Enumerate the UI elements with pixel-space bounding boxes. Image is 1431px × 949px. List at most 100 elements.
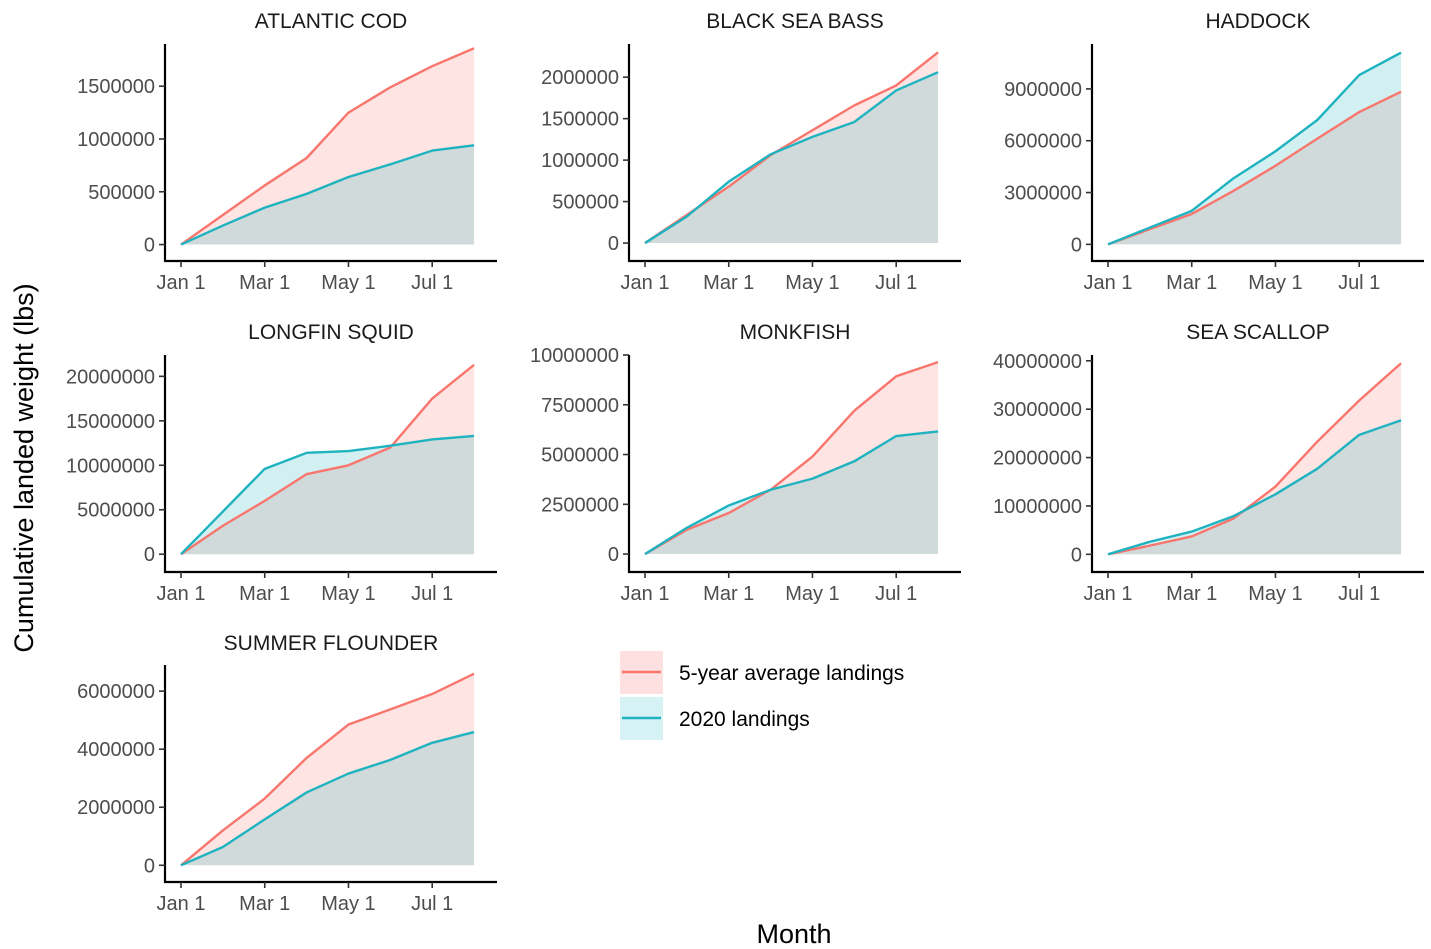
line-5yr-avg	[180, 47, 475, 246]
x-tick-label: Jul 1	[1338, 272, 1380, 294]
x-tick-label: May 1	[321, 583, 375, 605]
y-tick-label: 2000000	[541, 67, 619, 89]
y-tick-label: 10000000	[530, 345, 619, 367]
y-tick-label: 0	[144, 544, 155, 566]
panel-title: SEA SCALLOP	[1186, 321, 1330, 344]
y-tick-label: 30000000	[993, 399, 1082, 421]
y-tick-label: 2500000	[541, 494, 619, 516]
y-tick-label: 1500000	[541, 109, 619, 131]
x-tick-label: Jul 1	[875, 272, 917, 294]
x-tick-label: Mar 1	[1166, 272, 1217, 294]
x-tick-label: Jul 1	[411, 583, 453, 605]
area-5yr-avg	[1108, 363, 1402, 555]
x-tick-label: Jul 1	[875, 583, 917, 605]
x-tick-label: Mar 1	[239, 583, 290, 605]
x-tick-label: Jul 1	[411, 272, 453, 294]
x-tick-label: May 1	[1248, 272, 1302, 294]
line-5yr-avg	[180, 363, 475, 556]
y-tick-label: 0	[144, 235, 155, 257]
y-tick-label: 10000000	[66, 455, 155, 477]
area-5yr-avg	[1108, 91, 1402, 245]
line-2020	[1107, 419, 1402, 556]
panel-sea-scallop: SEA SCALLOP 0 10000000 20000000 30000000 4000…	[993, 321, 1424, 605]
y-tick-label: 7500000	[541, 395, 619, 417]
x-axis-title: Month	[756, 919, 831, 949]
line-2020	[1107, 51, 1402, 246]
x-tick-label: Jan 1	[1084, 272, 1133, 294]
panel-monkfish: MONKFISH 0 2500000 5000000 7500000 10000000 Ja…	[530, 321, 961, 605]
area-2020	[181, 435, 475, 555]
x-tick-label: May 1	[785, 272, 839, 294]
line-2020	[644, 71, 939, 245]
x-tick-label: Mar 1	[703, 272, 754, 294]
panel-black-sea-bass: BLACK SEA BASS 0 500000 1000000 1500000 20000…	[541, 10, 961, 294]
y-tick-label: 5000000	[77, 500, 155, 522]
y-tick-label: 6000000	[77, 681, 155, 703]
panel-title: MONKFISH	[740, 321, 851, 344]
y-tick-label: 0	[1071, 234, 1082, 256]
line-2020	[180, 144, 475, 246]
y-tick-label: 5000000	[541, 445, 619, 467]
area-5yr-avg	[645, 362, 939, 555]
area-5yr-avg	[181, 673, 475, 866]
y-tick-label: 20000000	[993, 448, 1082, 470]
x-tick-label: May 1	[321, 893, 375, 915]
area-2020	[1108, 420, 1402, 555]
area-2020	[645, 72, 939, 244]
x-tick-label: Mar 1	[1166, 583, 1217, 605]
y-tick-label: 0	[1071, 544, 1082, 566]
area-2020	[181, 145, 475, 245]
line-5yr-avg	[1107, 362, 1402, 556]
panel-title: SUMMER FLOUNDER	[224, 632, 439, 655]
x-tick-label: May 1	[1248, 583, 1302, 605]
y-axis-title: Cumulative landed weight (lbs)	[9, 283, 39, 652]
y-tick-label: 2000000	[77, 797, 155, 819]
y-tick-label: 0	[608, 233, 619, 255]
y-tick-label: 500000	[552, 192, 619, 214]
area-5yr-avg	[645, 52, 939, 244]
y-tick-label: 9000000	[1004, 79, 1082, 101]
x-tick-label: May 1	[321, 272, 375, 294]
panel-title: LONGFIN SQUID	[248, 321, 414, 344]
y-tick-label: 4000000	[77, 739, 155, 761]
y-tick-label: 40000000	[993, 351, 1082, 373]
line-5yr-avg	[644, 361, 939, 556]
area-2020	[1108, 52, 1402, 245]
legend: 5-year average landings 2020 landings	[620, 651, 904, 740]
area-2020	[181, 732, 475, 866]
panel-summer-flounder: SUMMER FLOUNDER 0 2000000 4000000 6000000 Jan…	[77, 632, 497, 915]
x-tick-label: Jan 1	[1084, 583, 1133, 605]
x-tick-label: Jan 1	[157, 583, 206, 605]
legend-label-avg: 5-year average landings	[679, 662, 904, 685]
x-tick-label: Jan 1	[157, 893, 206, 915]
x-tick-label: Jul 1	[411, 893, 453, 915]
legend-label-2020: 2020 landings	[679, 708, 810, 731]
x-tick-label: Mar 1	[239, 272, 290, 294]
area-2020	[645, 431, 939, 555]
line-2020	[180, 730, 475, 867]
area-5yr-avg	[181, 48, 475, 245]
y-tick-label: 15000000	[66, 411, 155, 433]
y-tick-label: 10000000	[993, 496, 1082, 518]
x-tick-label: Jan 1	[157, 272, 206, 294]
y-tick-label: 1500000	[77, 76, 155, 98]
panel-title: HADDOCK	[1205, 10, 1310, 33]
panel-atlantic-cod: ATLANTIC COD 0 500000 1000000 1500000 Jan 1 Ma…	[77, 10, 497, 294]
x-tick-label: Jan 1	[621, 272, 670, 294]
panel-title: BLACK SEA BASS	[706, 10, 883, 33]
line-2020	[644, 430, 939, 556]
x-tick-label: Jan 1	[621, 583, 670, 605]
x-tick-label: May 1	[785, 583, 839, 605]
x-tick-label: Jul 1	[1338, 583, 1380, 605]
line-5yr-avg	[180, 672, 475, 867]
line-5yr-avg	[1107, 90, 1402, 246]
y-tick-label: 500000	[88, 182, 155, 204]
y-tick-label: 0	[144, 855, 155, 877]
facet-panels: ATLANTIC COD 0 500000 1000000 1500000 Jan 1 Ma…	[66, 10, 1424, 915]
x-tick-label: Mar 1	[239, 893, 290, 915]
line-2020	[180, 434, 475, 556]
y-tick-label: 20000000	[66, 366, 155, 388]
panel-longfin-squid: LONGFIN SQUID 0 5000000 10000000 15000000 200…	[66, 321, 497, 605]
area-5yr-avg	[181, 364, 475, 555]
